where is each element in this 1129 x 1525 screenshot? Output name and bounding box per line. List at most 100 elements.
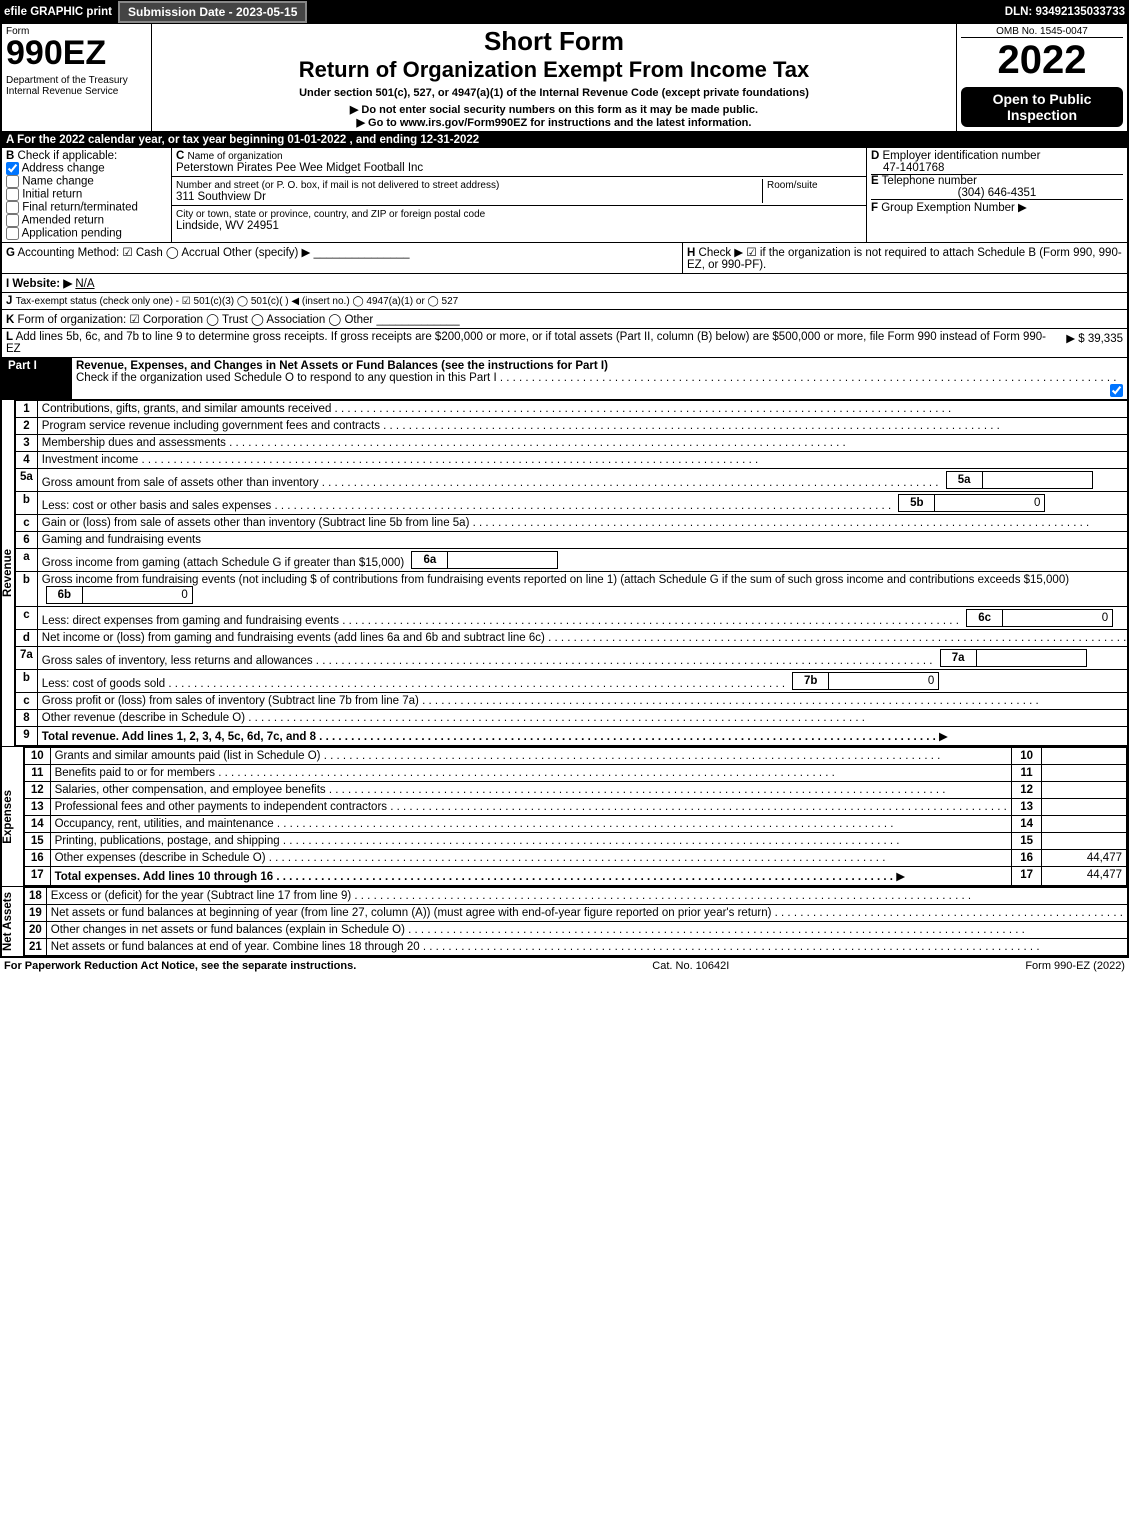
- expenses-table: 10Grants and similar amounts paid (list …: [24, 747, 1127, 886]
- i-label: Website: ▶: [12, 278, 72, 290]
- line-11-text: Benefits paid to or for members: [50, 765, 1011, 782]
- b-item-2: Initial return: [22, 189, 82, 201]
- chk-schedule-o[interactable]: [1110, 384, 1123, 397]
- footer-left: For Paperwork Reduction Act Notice, see …: [4, 960, 356, 972]
- chk-final-return[interactable]: [6, 201, 19, 214]
- k-text: Form of organization: ☑ Corporation ◯ Tr…: [18, 314, 374, 326]
- part1-label: Part I: [2, 358, 72, 399]
- line-7b-text: Less: cost of goods sold: [42, 678, 785, 690]
- j-text: Tax-exempt status (check only one) - ☑ 5…: [16, 296, 459, 307]
- g-cash: Cash: [136, 247, 163, 259]
- line-5a-text: Gross amount from sale of assets other t…: [42, 477, 939, 489]
- part1-title: Revenue, Expenses, and Changes in Net As…: [76, 360, 608, 372]
- form-number: 990EZ: [6, 37, 147, 69]
- footer-right: Form 990-EZ (2022): [1025, 960, 1125, 972]
- line-20-text: Other changes in net assets or fund bala…: [46, 922, 1129, 939]
- netassets-table: 18Excess or (deficit) for the year (Subt…: [24, 887, 1129, 956]
- section-def: D Employer identification number 47-1401…: [867, 148, 1127, 242]
- line-2-text: Program service revenue including govern…: [37, 418, 1129, 435]
- d-label: Employer identification number: [883, 150, 1041, 162]
- line-6d-text: Net income or (loss) from gaming and fun…: [37, 630, 1129, 647]
- revenue-section-label: Revenue: [2, 400, 15, 746]
- line-a-text: For the 2022 calendar year, or tax year …: [17, 134, 479, 146]
- e-label: Telephone number: [882, 175, 977, 187]
- line-8-text: Other revenue (describe in Schedule O): [37, 710, 1129, 727]
- topbar: efile GRAPHIC print Submission Date - 20…: [0, 0, 1129, 24]
- room-label: Room/suite: [767, 180, 818, 191]
- g-label: Accounting Method:: [18, 247, 120, 259]
- g-other: Other (specify) ▶: [223, 247, 310, 259]
- submission-date-button[interactable]: Submission Date - 2023-05-15: [118, 1, 307, 23]
- note-ssn: ▶ Do not enter social security numbers o…: [154, 103, 954, 116]
- arrow-icon: ▶: [939, 731, 948, 743]
- line-6c-text: Less: direct expenses from gaming and fu…: [42, 615, 959, 627]
- org-address: 311 Southview Dr: [176, 191, 266, 203]
- section-c: C Name of organization Peterstown Pirate…: [172, 148, 867, 242]
- line-14-value: [1042, 816, 1127, 833]
- public-inspection-pill: Open to Public Inspection: [961, 87, 1123, 127]
- b-item-0: Address change: [22, 163, 105, 175]
- line-18-text: Excess or (deficit) for the year (Subtra…: [46, 888, 1129, 905]
- phone-value: (304) 646-4351: [871, 187, 1123, 199]
- b-item-1: Name change: [22, 176, 94, 188]
- arrow-icon: ▶: [896, 871, 905, 883]
- line-21-text: Net assets or fund balances at end of ye…: [46, 939, 1129, 956]
- dln-label: DLN: 93492135033733: [1005, 6, 1125, 18]
- line-6a-text: Gross income from gaming (attach Schedul…: [42, 557, 404, 569]
- c-addr-label: Number and street (or P. O. box, if mail…: [176, 180, 499, 191]
- chk-initial-return[interactable]: [6, 188, 19, 201]
- org-name: Peterstown Pirates Pee Wee Midget Footba…: [176, 162, 423, 174]
- line-10-value: [1042, 748, 1127, 765]
- line-17-value: 44,477: [1042, 867, 1127, 886]
- b-title: Check if applicable:: [18, 150, 118, 162]
- netassets-section-label: Net Assets: [2, 887, 24, 956]
- line-6b-text: Gross income from fundraising events (no…: [42, 574, 1069, 586]
- footer-mid: Cat. No. 10642I: [652, 960, 729, 972]
- g-accrual: Accrual: [181, 247, 219, 259]
- line-6-text: Gaming and fundraising events: [37, 532, 1129, 549]
- tax-year: 2022: [961, 38, 1123, 83]
- line-12-value: [1042, 782, 1127, 799]
- line-16-text: Other expenses (describe in Schedule O): [50, 850, 1011, 867]
- line-13-value: [1042, 799, 1127, 816]
- form-container: Form 990EZ Department of the Treasury In…: [0, 24, 1129, 958]
- line-15-text: Printing, publications, postage, and shi…: [50, 833, 1011, 850]
- line-16-value: 44,477: [1042, 850, 1127, 867]
- chk-amended[interactable]: [6, 214, 19, 227]
- line-a: A For the 2022 calendar year, or tax yea…: [2, 132, 1127, 148]
- b-item-4: Amended return: [22, 215, 104, 227]
- title-return: Return of Organization Exempt From Incom…: [154, 57, 954, 83]
- line-9-text: Total revenue. Add lines 1, 2, 3, 4, 5c,…: [42, 731, 936, 743]
- f-label: Group Exemption Number: [881, 202, 1015, 214]
- b-item-3: Final return/terminated: [22, 202, 138, 214]
- h-text: Check ▶ ☑ if the organization is not req…: [687, 247, 1122, 271]
- line-12-text: Salaries, other compensation, and employ…: [50, 782, 1011, 799]
- line-5c-text: Gain or (loss) from sale of assets other…: [37, 515, 1129, 532]
- l-amount: ▶ $ 39,335: [1058, 331, 1123, 355]
- subtitle: Under section 501(c), 527, or 4947(a)(1)…: [154, 87, 954, 99]
- form-header: Form 990EZ Department of the Treasury In…: [2, 24, 1127, 132]
- chk-name-change[interactable]: [6, 175, 19, 188]
- part1-check-line: Check if the organization used Schedule …: [76, 372, 1117, 384]
- line-15-value: [1042, 833, 1127, 850]
- line-5b-text: Less: cost or other basis and sales expe…: [42, 500, 891, 512]
- dept-label: Department of the Treasury Internal Reve…: [6, 75, 147, 97]
- org-city: Lindside, WV 24951: [176, 220, 279, 232]
- c-name-label: Name of organization: [188, 151, 283, 162]
- line-14-text: Occupancy, rent, utilities, and maintena…: [50, 816, 1011, 833]
- c-city-label: City or town, state or province, country…: [176, 209, 485, 220]
- title-short-form: Short Form: [154, 26, 954, 57]
- line-11-value: [1042, 765, 1127, 782]
- ein-value: 47-1401768: [871, 162, 944, 174]
- chk-pending[interactable]: [6, 227, 19, 240]
- line-19-text: Net assets or fund balances at beginning…: [46, 905, 1129, 922]
- website-value: N/A: [75, 278, 94, 290]
- line-7c-text: Gross profit or (loss) from sales of inv…: [37, 693, 1129, 710]
- chk-address-change[interactable]: [6, 162, 19, 175]
- note-goto: ▶ Go to www.irs.gov/Form990EZ for instru…: [154, 116, 954, 129]
- line-1-text: Contributions, gifts, grants, and simila…: [37, 401, 1129, 418]
- l-text: Add lines 5b, 6c, and 7b to line 9 to de…: [6, 331, 1046, 355]
- section-b: B Check if applicable: Address change Na…: [2, 148, 172, 242]
- revenue-table: 1Contributions, gifts, grants, and simil…: [15, 400, 1129, 746]
- line-13-text: Professional fees and other payments to …: [50, 799, 1011, 816]
